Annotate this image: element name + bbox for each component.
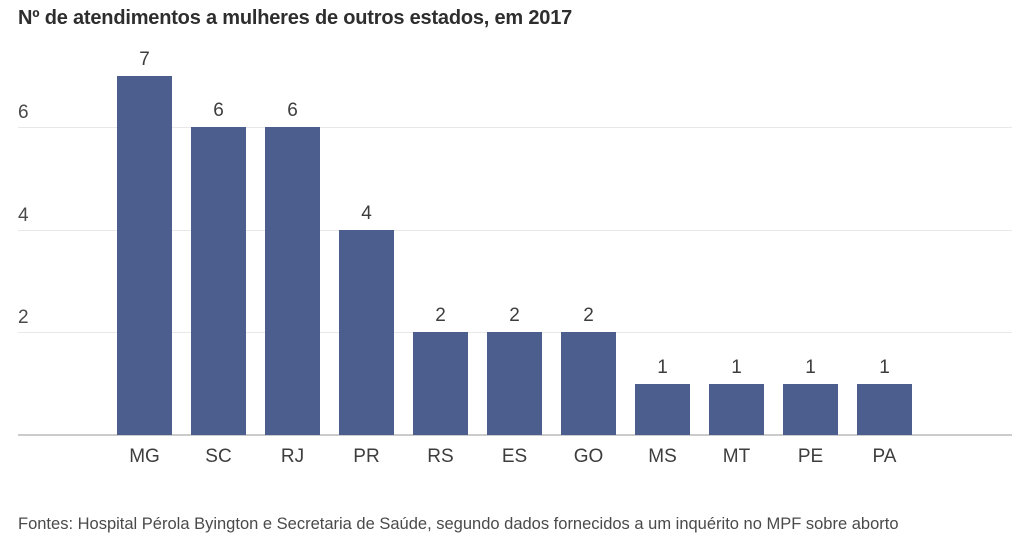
chart-title: Nº de atendimentos a mulheres de outros …: [18, 7, 573, 29]
bar-PA: [857, 383, 912, 435]
bar-value-label-PA: 1: [879, 356, 890, 378]
bar-value-label-RS: 2: [435, 305, 446, 327]
bar-value-label-MG: 7: [139, 48, 150, 70]
y-axis-tick-6: 6: [18, 102, 29, 124]
x-axis-tick-PE: PE: [797, 446, 824, 467]
y-axis-tick-2: 2: [18, 307, 29, 329]
x-axis-tick-RS: RS: [427, 446, 454, 467]
gridline-y4: [18, 229, 1012, 231]
x-axis-tick-ES: ES: [501, 446, 528, 467]
bar-value-label-MT: 1: [731, 356, 742, 378]
bar-value-label-SC: 6: [213, 100, 224, 122]
x-axis-line: [18, 434, 1012, 436]
bar-GO: [561, 332, 616, 435]
bar-PR: [339, 229, 394, 435]
gridline-y6: [18, 127, 1012, 129]
bar-value-label-ES: 2: [509, 305, 520, 327]
bar-value-label-GO: 2: [583, 305, 594, 327]
x-axis-tick-SC: SC: [205, 446, 232, 467]
x-axis-tick-RJ: RJ: [280, 446, 305, 467]
bar-value-label-PE: 1: [805, 356, 816, 378]
x-axis-tick-MG: MG: [129, 446, 160, 467]
source-note: Fontes: Hospital Pérola Byington e Secre…: [18, 515, 899, 533]
x-axis-tick-GO: GO: [573, 446, 604, 467]
bar-chart-plot: 2 4 6 7 MG 6 SC 6 RJ 4 PR 2 RS 2 ES 2 GO 1 MS 1 MT 1 PE 1 PA: [18, 40, 1012, 467]
bar-MT: [709, 383, 764, 435]
bar-value-label-MS: 1: [657, 356, 668, 378]
bar-ES: [487, 332, 542, 435]
bar-RJ: [265, 127, 320, 435]
x-axis-tick-MT: MT: [722, 446, 751, 467]
x-axis-tick-PR: PR: [353, 446, 380, 467]
x-axis-tick-PA: PA: [872, 446, 897, 467]
bar-MS: [635, 383, 690, 435]
y-axis-tick-4: 4: [18, 204, 29, 226]
bar-value-label-PR: 4: [361, 202, 372, 224]
bar-MG: [117, 75, 172, 435]
bar-value-label-RJ: 6: [287, 100, 298, 122]
bar-RS: [413, 332, 468, 435]
bar-SC: [191, 127, 246, 435]
bar-PE: [783, 383, 838, 435]
x-axis-tick-MS: MS: [648, 446, 677, 467]
